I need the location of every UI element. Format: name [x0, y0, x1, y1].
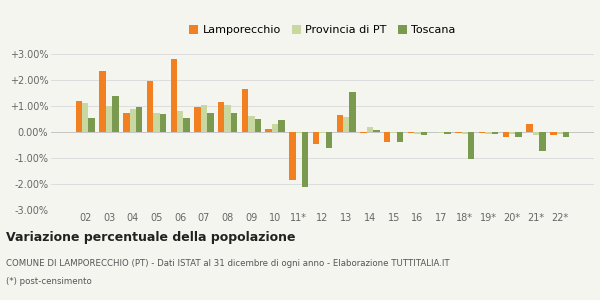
Bar: [445, 132, 451, 134]
Bar: [200, 105, 207, 132]
Bar: [278, 119, 284, 132]
Bar: [76, 101, 82, 132]
Bar: [515, 132, 522, 137]
Bar: [485, 132, 492, 134]
Bar: [207, 113, 214, 132]
Bar: [326, 132, 332, 148]
Bar: [147, 81, 153, 132]
Bar: [337, 115, 343, 132]
Bar: [289, 132, 296, 180]
Bar: [533, 132, 539, 135]
Bar: [557, 132, 563, 134]
Bar: [468, 132, 475, 158]
Bar: [367, 127, 373, 132]
Bar: [136, 107, 142, 132]
Bar: [563, 132, 569, 137]
Bar: [177, 111, 184, 132]
Bar: [492, 132, 498, 134]
Bar: [218, 102, 224, 132]
Bar: [184, 118, 190, 132]
Bar: [123, 112, 130, 132]
Legend: Lamporecchio, Provincia di PT, Toscana: Lamporecchio, Provincia di PT, Toscana: [185, 21, 460, 40]
Bar: [414, 132, 421, 134]
Bar: [438, 132, 445, 133]
Bar: [160, 114, 166, 132]
Bar: [550, 132, 557, 135]
Bar: [539, 132, 545, 151]
Bar: [302, 132, 308, 187]
Bar: [254, 119, 261, 132]
Bar: [526, 124, 533, 132]
Bar: [231, 112, 237, 132]
Text: Variazione percentuale della popolazione: Variazione percentuale della popolazione: [6, 232, 296, 244]
Bar: [106, 106, 112, 132]
Bar: [319, 132, 326, 133]
Bar: [349, 92, 356, 132]
Bar: [194, 106, 200, 132]
Bar: [170, 59, 177, 132]
Bar: [384, 132, 391, 142]
Bar: [248, 116, 254, 132]
Bar: [391, 132, 397, 133]
Bar: [112, 96, 119, 132]
Text: COMUNE DI LAMPORECCHIO (PT) - Dati ISTAT al 31 dicembre di ogni anno - Elaborazi: COMUNE DI LAMPORECCHIO (PT) - Dati ISTAT…: [6, 259, 449, 268]
Text: (*) post-censimento: (*) post-censimento: [6, 277, 92, 286]
Bar: [343, 117, 349, 132]
Bar: [373, 130, 380, 132]
Bar: [455, 132, 461, 133]
Bar: [265, 129, 272, 132]
Bar: [242, 89, 248, 132]
Bar: [82, 103, 88, 132]
Bar: [421, 132, 427, 135]
Bar: [130, 110, 136, 132]
Bar: [88, 118, 95, 132]
Bar: [461, 132, 468, 134]
Bar: [509, 132, 515, 134]
Bar: [224, 105, 231, 132]
Bar: [313, 132, 319, 145]
Bar: [408, 132, 414, 133]
Bar: [100, 71, 106, 132]
Bar: [503, 132, 509, 137]
Bar: [361, 132, 367, 133]
Bar: [272, 124, 278, 132]
Bar: [296, 132, 302, 133]
Bar: [397, 132, 403, 142]
Bar: [479, 132, 485, 133]
Bar: [153, 113, 160, 132]
